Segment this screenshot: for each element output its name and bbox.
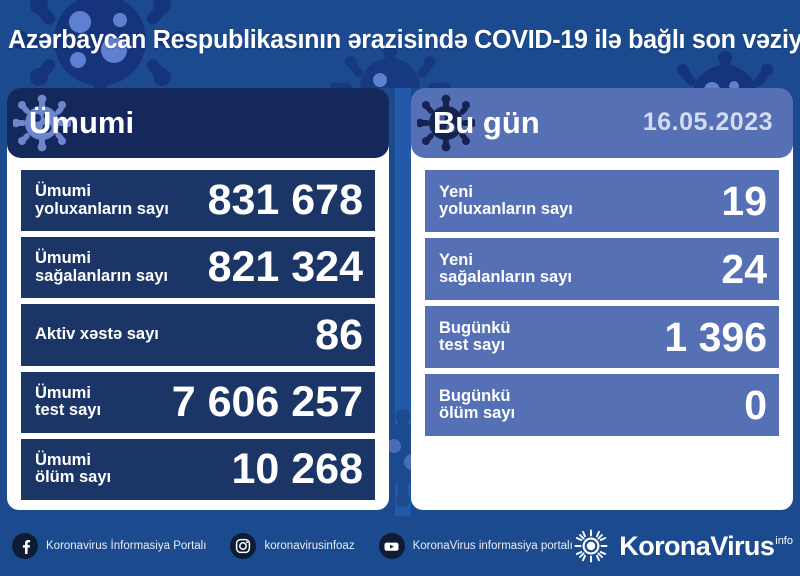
table-row: Yeni yoluxanların sayı 19 xyxy=(425,170,779,232)
table-row: Ümumi sağalanların sayı 821 324 xyxy=(21,237,375,299)
stat-value: 24 xyxy=(721,245,767,292)
brand-name: KoronaVirus xyxy=(619,530,775,561)
stat-value: 831 678 xyxy=(207,176,363,225)
youtube-icon xyxy=(378,533,405,559)
social-link-youtube[interactable]: KoronaVirus informasiya portalı xyxy=(378,533,573,559)
stat-label: Bugünkü ölüm sayı xyxy=(439,386,516,422)
footer-bar: Koronavirus İnformasiya Portalı koronavi… xyxy=(0,516,800,576)
report-date: 16.05.2023 xyxy=(642,107,773,136)
panel-today-header: Bu gün 16.05.2023 xyxy=(411,88,793,158)
panel-total: Ümumi Ümumi yoluxanların sayı 831 678 Üm… xyxy=(0,88,389,516)
virus-icon-total xyxy=(13,94,71,152)
brand-superscript: info xyxy=(775,534,793,547)
stat-label: Aktiv xəstə sayı xyxy=(35,325,159,344)
panel-total-heading: Ümumi xyxy=(29,105,135,140)
page-title: Azərbaycan Respublikasının ərazisində CO… xyxy=(8,26,800,54)
facebook-icon xyxy=(12,533,38,559)
stat-label: Yeni yoluxanların sayı xyxy=(439,182,573,218)
stat-value: 7 606 257 xyxy=(171,377,363,426)
stats-columns: Ümumi Ümumi yoluxanların sayı 831 678 Üm… xyxy=(0,88,800,516)
table-row: Ümumi test sayı 7 606 257 xyxy=(21,371,375,433)
instagram-icon xyxy=(230,533,257,559)
social-link-facebook[interactable]: Koronavirus İnformasiya Portalı xyxy=(12,533,206,559)
social-link-instagram[interactable]: koronavirusinfoaz xyxy=(230,533,355,559)
stat-label: Ümumi sağalanların sayı xyxy=(35,249,168,285)
table-row: Ümumi yoluxanların sayı 831 678 xyxy=(21,170,375,232)
table-row: Bugünkü ölüm sayı 0 xyxy=(425,374,779,436)
stat-label: Yeni sağalanların sayı xyxy=(439,250,572,286)
brand-logo[interactable]: KoronaVirusinfo xyxy=(573,528,793,564)
table-row: Bugünkü test sayı 1 396 xyxy=(425,306,779,368)
stat-value: 0 xyxy=(744,381,767,428)
stat-label: Bugünkü test sayı xyxy=(439,318,511,354)
stat-value: 19 xyxy=(721,177,767,224)
today-stats-list: Yeni yoluxanların sayı 19 Yeni sağalanla… xyxy=(425,170,779,500)
table-row: Aktiv xəstə sayı 86 xyxy=(21,304,375,366)
panel-today-heading: Bu gün xyxy=(433,105,540,140)
stat-value: 821 324 xyxy=(207,243,363,292)
stat-label: Ümumi test sayı xyxy=(35,383,102,420)
stat-label: Ümumi ölüm sayı xyxy=(35,450,112,487)
stat-value: 1 396 xyxy=(664,313,767,360)
total-stats-list: Ümumi yoluxanların sayı 831 678 Ümumi sa… xyxy=(21,170,375,501)
social-label: KoronaVirus informasiya portalı xyxy=(412,540,573,552)
sun-virus-logo-icon xyxy=(574,529,608,563)
table-row: Yeni sağalanların sayı 24 xyxy=(425,238,779,300)
table-row: Ümumi ölüm sayı 10 268 xyxy=(21,438,375,501)
header-band: Azərbaycan Respublikasının ərazisində CO… xyxy=(0,0,800,88)
social-label: koronavirusinfoaz xyxy=(264,540,355,552)
panel-total-header: Ümumi xyxy=(7,88,389,158)
stat-value: 10 268 xyxy=(231,444,363,493)
stat-label: Ümumi yoluxanların sayı xyxy=(35,182,169,218)
panel-today: Bu gün 16.05.2023 Yeni yoluxanların sayı… xyxy=(411,88,800,516)
social-label: Koronavirus İnformasiya Portalı xyxy=(46,540,207,552)
brand-wordmark: KoronaVirusinfo xyxy=(619,530,793,562)
virus-icon-today xyxy=(417,94,475,152)
stat-value: 86 xyxy=(315,310,363,359)
